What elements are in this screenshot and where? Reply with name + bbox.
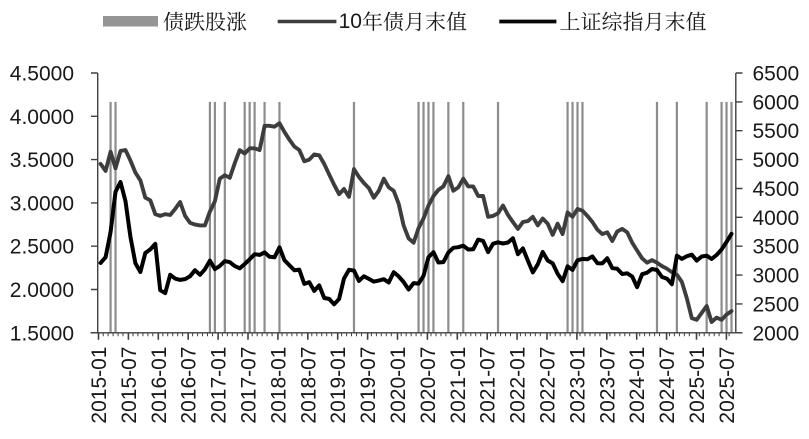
svg-text:6000: 6000 [753,91,800,114]
svg-text:3500: 3500 [753,236,800,259]
svg-text:2019-07: 2019-07 [357,347,380,424]
svg-text:2024-01: 2024-01 [626,347,649,424]
svg-text:1.5000: 1.5000 [10,322,74,345]
svg-text:2.0000: 2.0000 [10,279,74,302]
svg-text:3000: 3000 [753,265,800,288]
svg-text:2022-07: 2022-07 [537,347,560,424]
svg-text:2017-01: 2017-01 [208,347,231,424]
svg-text:10: 10 [339,10,362,33]
svg-text:5500: 5500 [753,120,800,143]
svg-text:2017-07: 2017-07 [238,347,261,424]
svg-text:2020-01: 2020-01 [387,347,410,424]
svg-text:2015-01: 2015-01 [88,347,111,424]
svg-text:2000: 2000 [753,322,800,345]
svg-text:2023-07: 2023-07 [596,347,619,424]
svg-text:2025-07: 2025-07 [716,347,739,424]
svg-text:4500: 4500 [753,178,800,201]
svg-text:4.0000: 4.0000 [10,106,74,129]
svg-text:2025-01: 2025-01 [686,347,709,424]
svg-text:2018-07: 2018-07 [297,347,320,424]
svg-text:3.0000: 3.0000 [10,192,74,215]
svg-text:2022-01: 2022-01 [507,347,530,424]
svg-text:4000: 4000 [753,207,800,230]
svg-text:2023-01: 2023-01 [566,347,589,424]
svg-text:2021-07: 2021-07 [477,347,500,424]
svg-text:2019-01: 2019-01 [327,347,350,424]
svg-text:3.5000: 3.5000 [10,149,74,172]
svg-text:2021-01: 2021-01 [447,347,470,424]
svg-text:2024-07: 2024-07 [656,347,679,424]
svg-text:2016-01: 2016-01 [148,347,171,424]
svg-text:2020-07: 2020-07 [417,347,440,424]
svg-text:2500: 2500 [753,293,800,316]
svg-text:2015-07: 2015-07 [118,347,141,424]
svg-text:2016-07: 2016-07 [178,347,201,424]
svg-text:5000: 5000 [753,149,800,172]
svg-text:6500: 6500 [753,63,800,86]
svg-text:2.5000: 2.5000 [10,236,74,259]
svg-text:2018-01: 2018-01 [267,347,290,424]
svg-text:4.5000: 4.5000 [10,63,74,86]
